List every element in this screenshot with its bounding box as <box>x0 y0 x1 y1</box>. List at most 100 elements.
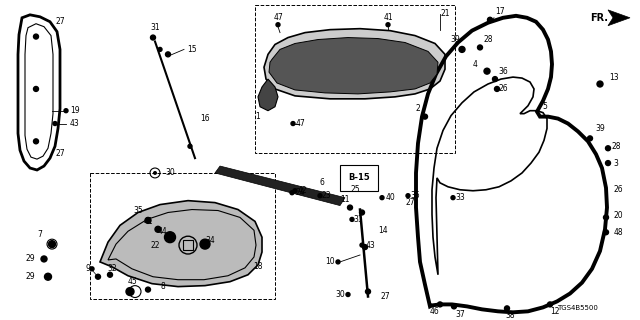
Circle shape <box>365 289 371 294</box>
Circle shape <box>145 287 150 292</box>
Text: 35: 35 <box>410 191 420 200</box>
Text: 13: 13 <box>609 73 619 82</box>
Text: 17: 17 <box>495 7 505 16</box>
Circle shape <box>108 272 113 277</box>
Text: 29: 29 <box>25 272 35 281</box>
Text: 26: 26 <box>498 84 508 93</box>
Text: 39: 39 <box>595 124 605 133</box>
Circle shape <box>360 210 365 215</box>
Circle shape <box>49 241 56 248</box>
Text: 5: 5 <box>543 102 547 111</box>
Text: 28: 28 <box>611 142 621 151</box>
Text: 36: 36 <box>498 67 508 76</box>
Text: 27: 27 <box>380 292 390 301</box>
Circle shape <box>422 114 428 119</box>
Text: 8: 8 <box>161 282 165 291</box>
Text: 25: 25 <box>350 185 360 194</box>
Text: 3: 3 <box>614 159 618 168</box>
Circle shape <box>336 260 340 264</box>
Circle shape <box>597 81 603 87</box>
Circle shape <box>605 161 611 165</box>
Polygon shape <box>258 79 278 111</box>
Text: 24: 24 <box>295 188 305 197</box>
Circle shape <box>348 205 353 210</box>
Circle shape <box>291 122 295 125</box>
Polygon shape <box>215 166 345 205</box>
Polygon shape <box>100 201 262 287</box>
Text: 31: 31 <box>353 215 363 224</box>
Circle shape <box>484 68 490 74</box>
Text: 12: 12 <box>550 307 560 316</box>
Text: 31: 31 <box>150 23 160 32</box>
Circle shape <box>290 191 294 195</box>
Circle shape <box>202 243 207 248</box>
Circle shape <box>33 34 38 39</box>
Text: 26: 26 <box>613 185 623 194</box>
Circle shape <box>386 23 390 27</box>
Circle shape <box>493 76 497 82</box>
Circle shape <box>380 196 384 200</box>
Text: 30: 30 <box>165 168 175 178</box>
Circle shape <box>188 144 192 148</box>
Text: 45: 45 <box>127 277 137 286</box>
Text: TGS4B5500: TGS4B5500 <box>557 305 598 311</box>
Text: 37: 37 <box>455 310 465 319</box>
Text: 20: 20 <box>613 211 623 220</box>
Circle shape <box>451 196 455 200</box>
Text: B-15: B-15 <box>348 173 370 182</box>
Circle shape <box>495 86 499 92</box>
Polygon shape <box>269 37 438 94</box>
Text: FR.: FR. <box>590 13 608 23</box>
Circle shape <box>126 288 134 295</box>
Text: 16: 16 <box>200 114 210 123</box>
Text: 29: 29 <box>25 254 35 263</box>
Text: 41: 41 <box>383 13 393 22</box>
Polygon shape <box>608 10 630 26</box>
Circle shape <box>438 302 442 307</box>
Text: 27: 27 <box>55 17 65 26</box>
Circle shape <box>318 194 322 198</box>
Circle shape <box>33 139 38 144</box>
Circle shape <box>350 217 354 221</box>
Text: 34: 34 <box>205 236 215 245</box>
Text: 4: 4 <box>472 60 477 69</box>
Text: 19: 19 <box>70 106 80 115</box>
Circle shape <box>362 244 367 250</box>
Circle shape <box>41 256 47 262</box>
Circle shape <box>53 122 57 125</box>
Text: 7: 7 <box>38 230 42 239</box>
Text: 43: 43 <box>365 241 375 250</box>
Text: 9: 9 <box>86 264 90 273</box>
Circle shape <box>488 17 493 22</box>
Circle shape <box>605 146 611 151</box>
Circle shape <box>346 292 350 297</box>
Circle shape <box>588 136 593 141</box>
Text: 2: 2 <box>415 104 420 113</box>
Text: 11: 11 <box>340 195 349 204</box>
Circle shape <box>604 215 609 220</box>
Circle shape <box>64 109 68 113</box>
Circle shape <box>459 46 465 52</box>
Text: 15: 15 <box>187 45 197 54</box>
Text: 27: 27 <box>405 198 415 207</box>
Text: 32: 32 <box>107 264 117 273</box>
Text: 35: 35 <box>133 206 143 215</box>
Text: 39: 39 <box>450 35 460 44</box>
Circle shape <box>451 304 456 309</box>
Circle shape <box>158 47 162 52</box>
Text: 46: 46 <box>429 307 439 316</box>
Circle shape <box>293 189 297 193</box>
Circle shape <box>200 239 210 249</box>
Circle shape <box>155 226 161 232</box>
Text: 1: 1 <box>255 112 260 121</box>
Text: 27: 27 <box>55 149 65 158</box>
Text: 33: 33 <box>455 193 465 202</box>
Text: 47: 47 <box>273 13 283 22</box>
Text: 10: 10 <box>325 257 335 267</box>
Text: 18: 18 <box>253 262 263 271</box>
Circle shape <box>150 35 156 40</box>
Circle shape <box>547 302 552 307</box>
Circle shape <box>145 217 151 223</box>
Circle shape <box>604 230 609 235</box>
Circle shape <box>33 86 38 92</box>
